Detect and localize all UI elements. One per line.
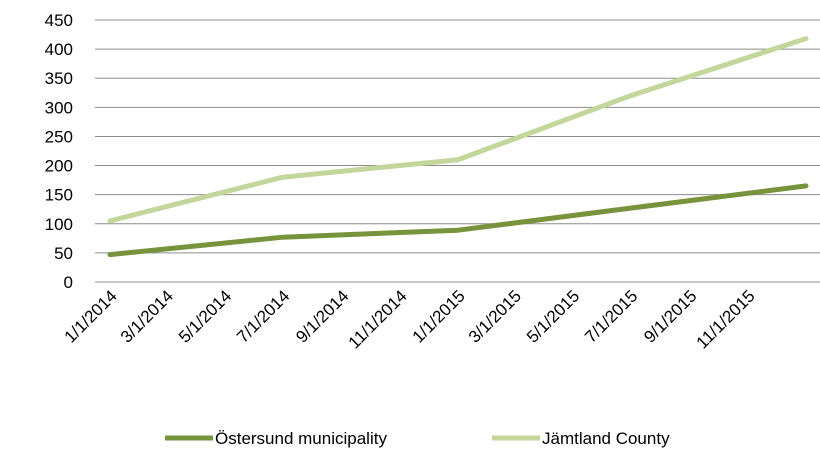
y-tick-label: 300 [45, 98, 73, 117]
series-lines [107, 36, 809, 258]
y-tick-label: 150 [45, 186, 73, 205]
x-tick-label: 3/1/2015 [465, 286, 525, 346]
y-tick-label: 0 [64, 273, 73, 292]
y-tick-label: 250 [45, 127, 73, 146]
y-axis-tick-labels: 0 50 100 150 200 250 300 350 400 450 [45, 11, 73, 292]
y-tick-label: 50 [54, 244, 73, 263]
x-tick-label: 5/1/2014 [175, 286, 235, 346]
y-tick-label: 350 [45, 69, 73, 88]
x-tick-label: 7/1/2014 [233, 286, 293, 346]
y-tick-label: 200 [45, 157, 73, 176]
x-tick-label: 5/1/2015 [523, 286, 583, 346]
x-tick-label: 11/1/2014 [345, 286, 411, 352]
legend: Östersund municipality Jämtland County [165, 429, 670, 448]
series-line-jamtland [107, 36, 809, 224]
x-tick-label: 9/1/2014 [292, 286, 352, 346]
x-tick-label: 7/1/2015 [581, 286, 641, 346]
x-tick-label: 1/1/2015 [409, 286, 469, 346]
x-axis-tick-labels: 1/1/20143/1/20145/1/20147/1/20149/1/2014… [61, 286, 759, 352]
y-tick-label: 100 [45, 215, 73, 234]
x-tick-label: 9/1/2015 [640, 286, 700, 346]
x-tick-label: 11/1/2015 [693, 286, 759, 352]
y-tick-label: 400 [45, 40, 73, 59]
legend-label-ostersund: Östersund municipality [215, 429, 387, 448]
series-line-ostersund [107, 183, 809, 258]
x-tick-label: 3/1/2014 [117, 286, 177, 346]
x-tick-label: 1/1/2014 [61, 286, 121, 346]
legend-label-jamtland: Jämtland County [542, 429, 670, 448]
y-tick-label: 450 [45, 11, 73, 30]
